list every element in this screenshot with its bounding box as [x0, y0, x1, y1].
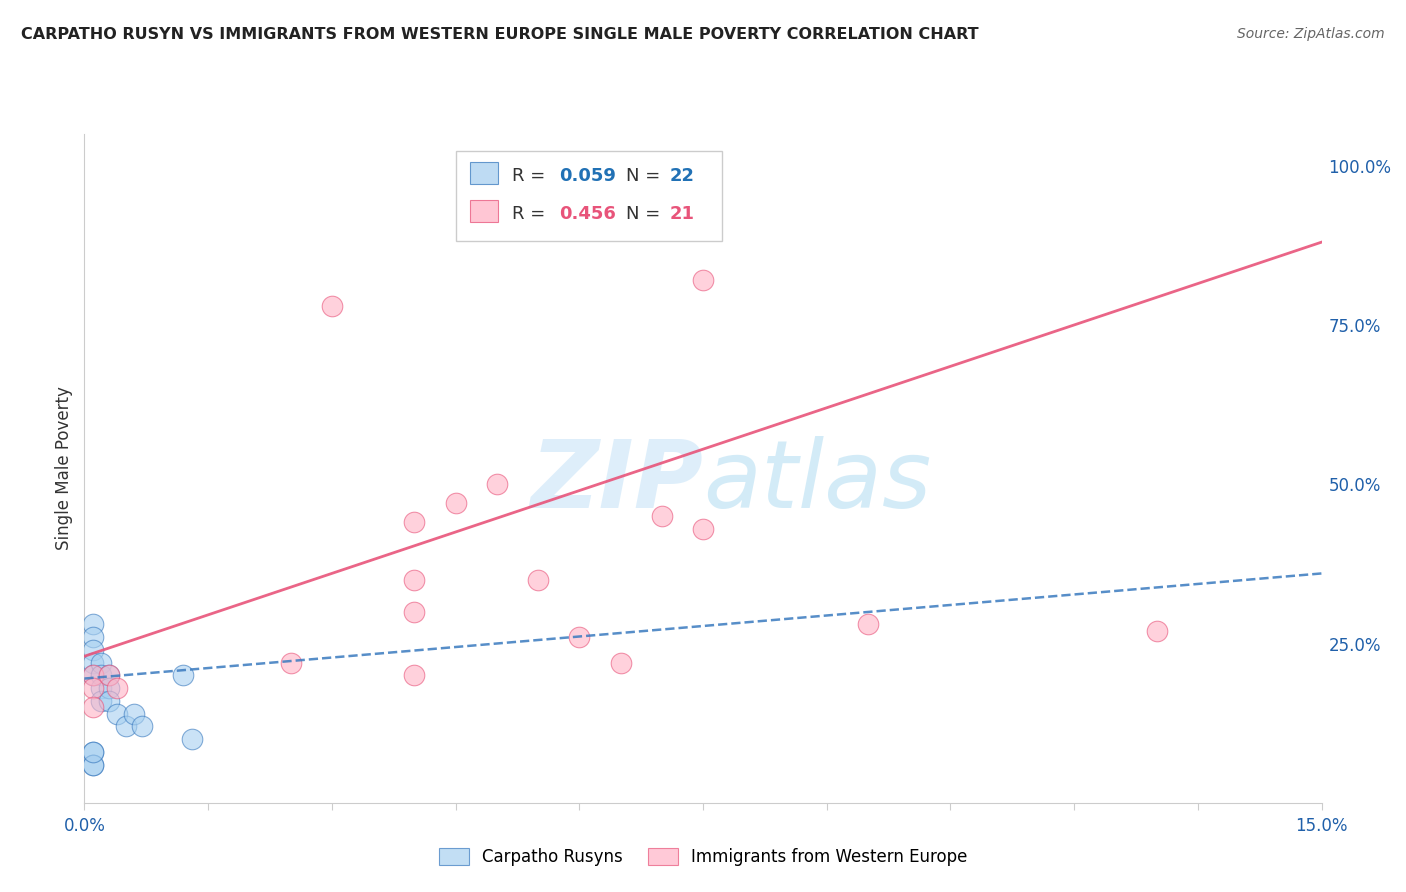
- Point: [98, 694, 121, 708]
- Point: [82, 757, 104, 772]
- Text: N =: N =: [626, 205, 666, 223]
- Point: [98, 668, 121, 682]
- Point: [82, 617, 104, 632]
- Text: atlas: atlas: [703, 436, 931, 527]
- Point: [105, 681, 128, 695]
- Point: [485, 477, 508, 491]
- Point: [172, 668, 194, 682]
- Text: 22: 22: [669, 167, 695, 185]
- Point: [82, 643, 104, 657]
- Point: [1146, 624, 1168, 638]
- Point: [98, 668, 121, 682]
- Text: 0.059: 0.059: [560, 167, 616, 185]
- Point: [527, 573, 550, 587]
- Point: [90, 668, 112, 682]
- Point: [692, 522, 714, 536]
- Point: [82, 700, 104, 714]
- Legend: Carpatho Rusyns, Immigrants from Western Europe: Carpatho Rusyns, Immigrants from Western…: [430, 840, 976, 875]
- Point: [90, 694, 112, 708]
- Point: [856, 617, 879, 632]
- Point: [321, 299, 343, 313]
- Point: [651, 509, 673, 524]
- Point: [122, 706, 145, 721]
- Point: [90, 656, 112, 670]
- Point: [82, 668, 104, 682]
- Point: [404, 516, 426, 530]
- Text: R =: R =: [512, 205, 551, 223]
- Point: [404, 605, 426, 619]
- Text: CARPATHO RUSYN VS IMMIGRANTS FROM WESTERN EUROPE SINGLE MALE POVERTY CORRELATION: CARPATHO RUSYN VS IMMIGRANTS FROM WESTER…: [21, 27, 979, 42]
- Point: [82, 656, 104, 670]
- Point: [131, 719, 153, 733]
- Point: [82, 757, 104, 772]
- Point: [98, 681, 121, 695]
- Point: [692, 273, 714, 287]
- Point: [180, 732, 202, 747]
- Text: R =: R =: [512, 167, 551, 185]
- Text: 21: 21: [669, 205, 695, 223]
- Point: [82, 630, 104, 644]
- Text: N =: N =: [626, 167, 666, 185]
- Point: [114, 719, 136, 733]
- Point: [444, 496, 467, 510]
- Text: 0.456: 0.456: [560, 205, 616, 223]
- FancyBboxPatch shape: [471, 200, 498, 222]
- FancyBboxPatch shape: [471, 162, 498, 184]
- Point: [404, 668, 426, 682]
- Point: [404, 573, 426, 587]
- Point: [568, 630, 591, 644]
- Point: [82, 745, 104, 759]
- FancyBboxPatch shape: [456, 151, 721, 241]
- Text: Source: ZipAtlas.com: Source: ZipAtlas.com: [1237, 27, 1385, 41]
- Point: [90, 681, 112, 695]
- Point: [105, 706, 128, 721]
- Point: [82, 681, 104, 695]
- Point: [280, 656, 302, 670]
- Y-axis label: Single Male Poverty: Single Male Poverty: [55, 386, 73, 550]
- Point: [609, 656, 631, 670]
- Point: [82, 668, 104, 682]
- Point: [82, 745, 104, 759]
- Text: ZIP: ZIP: [530, 435, 703, 528]
